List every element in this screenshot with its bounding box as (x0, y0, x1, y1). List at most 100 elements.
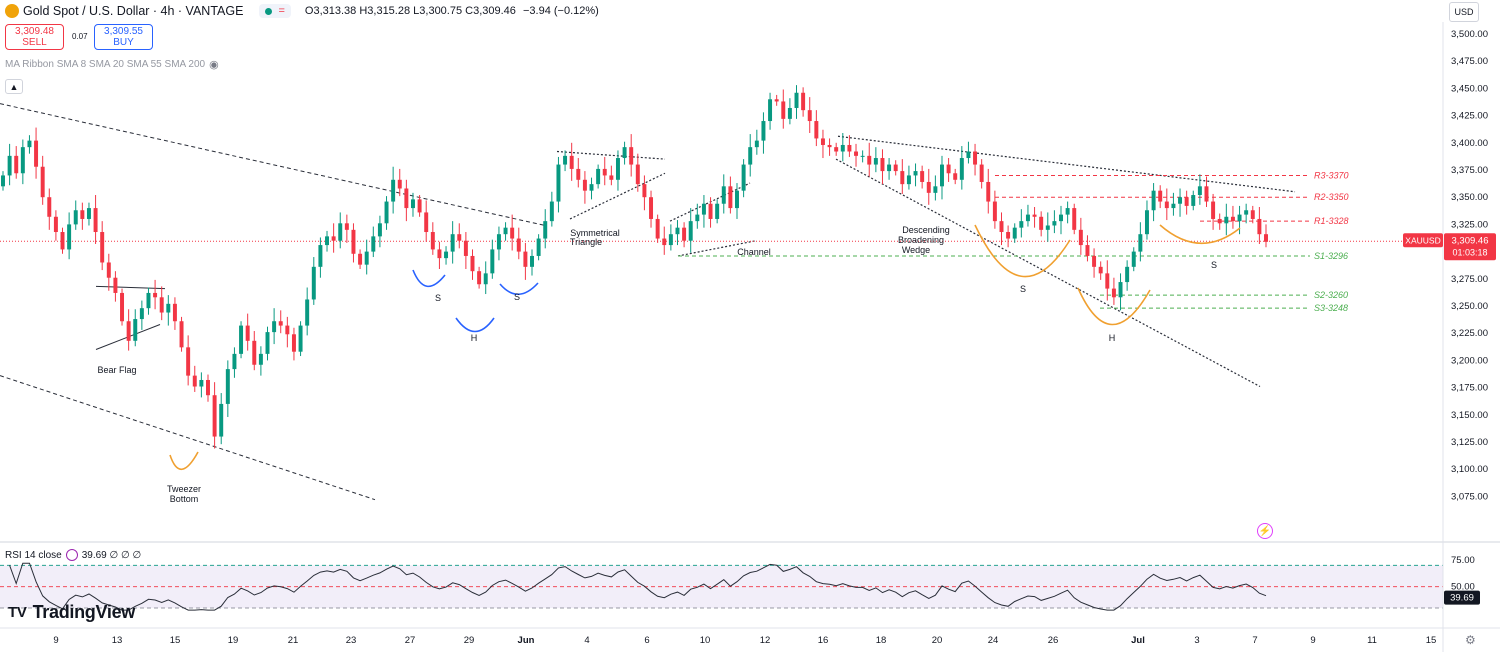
market-status-toggles[interactable]: = (259, 4, 291, 18)
candle-body (602, 168, 607, 176)
rsi-band (0, 564, 1443, 609)
price-tick-label: 3,125.00 (1451, 437, 1488, 448)
candle-body (126, 321, 131, 341)
candle (444, 246, 449, 265)
price-axis[interactable]: 3,500.00 3,475.00 3,450.00 3,425.00 3,400.00… (1442, 22, 1488, 652)
candle (450, 221, 455, 264)
candle-body (807, 110, 812, 122)
candle (1025, 204, 1030, 227)
candle-body (40, 166, 45, 198)
symbol-title[interactable]: Gold Spot / U.S. Dollar · 4h · VANTAGE (23, 4, 244, 18)
candle (787, 98, 792, 125)
candle (748, 134, 753, 177)
candle (285, 316, 290, 348)
candle (364, 239, 369, 275)
candle (1178, 188, 1183, 217)
candle-body (1118, 282, 1123, 298)
gold-coin-icon (5, 4, 19, 18)
candle (1006, 225, 1011, 248)
buy-button[interactable]: 3,309.55 BUY (94, 24, 153, 50)
candle-body (543, 221, 548, 239)
time-tick-label: 12 (760, 635, 771, 646)
ma-ribbon-legend[interactable]: MA Ribbon SMA 8 SMA 20 SMA 55 SMA 200 ◉ (5, 58, 219, 71)
sell-button[interactable]: 3,309.48 SELL (5, 24, 64, 50)
candle-body (563, 155, 568, 165)
support-resistance-levels: R3-3370 R2-3350 R1-3328 S1-3296 S2-3260 S3-32… (0, 170, 1443, 313)
candle (563, 150, 568, 172)
candle-body (179, 321, 184, 348)
candle (543, 209, 548, 249)
candle-body (450, 234, 455, 252)
candle-body (47, 197, 52, 217)
candle-body (371, 236, 376, 252)
rsi-legend[interactable]: RSI 14 close 39.69 ∅ ∅ ∅ (5, 549, 141, 561)
candle-body (569, 155, 574, 169)
lightning-icon[interactable]: ⚡ (1257, 523, 1273, 539)
time-axis[interactable]: 9 13 15 19 21 23 27 29 Jun 4 6 10 12 16 18 20 24 26 Jul 3 7 9… (0, 627, 1500, 646)
candle (920, 165, 925, 189)
candle (153, 279, 158, 310)
tradingview-logo[interactable]: TV TradingView (8, 602, 135, 623)
tweezer-label-line2: Bottom (170, 494, 199, 504)
candle-body (1032, 214, 1037, 217)
candle-body (728, 186, 733, 209)
candle (338, 212, 343, 249)
candle-body (847, 144, 852, 152)
candle (887, 158, 892, 180)
candle-body (860, 155, 865, 157)
candle-body (146, 292, 151, 309)
time-tick-label: 15 (170, 635, 181, 646)
time-tick-label: 27 (405, 635, 416, 646)
gear-icon[interactable]: ⚙ (1465, 633, 1476, 647)
candle-body (27, 140, 32, 148)
candle (325, 230, 329, 252)
hs-right-shoulder-arc (499, 282, 539, 296)
candle (794, 85, 799, 119)
candle-body (629, 147, 634, 165)
candle (258, 346, 263, 376)
candle (1250, 205, 1255, 224)
candle (245, 313, 250, 351)
candle (688, 208, 693, 253)
head-label: H (471, 333, 478, 343)
price-tick-label: 3,250.00 (1451, 301, 1488, 312)
candle-body (523, 251, 528, 267)
candle (311, 257, 316, 305)
candle (662, 226, 667, 255)
candle (854, 143, 859, 167)
price-tick-label: 3,350.00 (1451, 192, 1488, 203)
candle (1184, 190, 1189, 215)
chevron-up-icon: ▲ (9, 81, 19, 92)
candle-body (159, 297, 164, 313)
candle-body (1131, 251, 1136, 267)
rsi-tag-text: 39.69 (1450, 593, 1474, 604)
candle-body (496, 234, 501, 250)
low-value: L3,300.75 (413, 5, 463, 17)
candle-body (1059, 214, 1063, 222)
candle (496, 226, 501, 261)
symbol-tag-text: XAUUSD (1405, 235, 1440, 245)
candle (741, 159, 746, 198)
equals-icon[interactable]: = (278, 5, 285, 17)
channel-lower (677, 240, 757, 257)
candle (715, 199, 720, 224)
candle (73, 200, 78, 230)
candle (1092, 248, 1097, 278)
candle (999, 212, 1004, 246)
candle-body (219, 403, 224, 437)
candle (232, 347, 237, 378)
currency-selector[interactable]: USD (1449, 2, 1479, 22)
candle-body (470, 255, 475, 272)
candle (1158, 185, 1163, 209)
candle (1059, 205, 1063, 235)
collapse-legend-button[interactable]: ▲ (5, 79, 23, 94)
candle-body (906, 175, 911, 185)
candle-body (642, 184, 647, 198)
price-tick-label: 3,325.00 (1451, 219, 1488, 230)
candle (701, 195, 706, 228)
candle-body (741, 164, 746, 191)
candle-body (60, 232, 65, 250)
candle-body (424, 212, 429, 233)
eye-icon[interactable]: ◉ (209, 59, 219, 71)
